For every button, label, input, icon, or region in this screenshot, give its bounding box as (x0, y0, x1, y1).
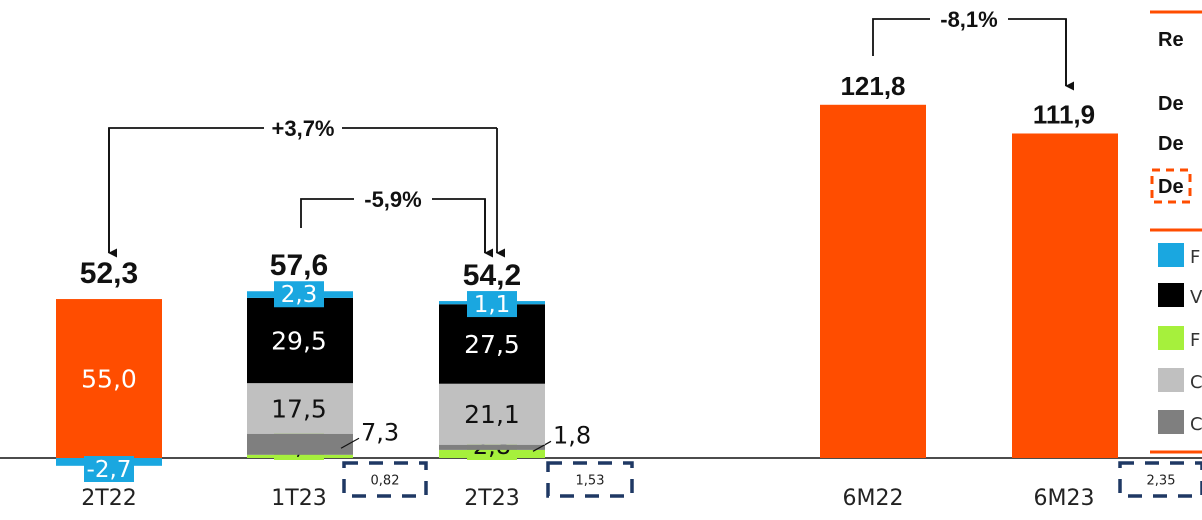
segment-label-1T23-3: 29,5 (271, 327, 327, 356)
legend-swatch-text-0: F (1190, 247, 1200, 268)
bar-segment-2T23-1 (439, 444, 545, 450)
box-1T23-label: 0,82 (371, 474, 400, 489)
total-label-2T23: 54,2 (463, 259, 521, 292)
category-label-2T22: 2T22 (81, 486, 136, 511)
legend-swatch-4 (1158, 410, 1184, 434)
bar-segment-1T23-2 (247, 383, 353, 434)
legend-swatch-2 (1158, 326, 1184, 350)
segment-label-2T23-1: 1,8 (553, 421, 591, 449)
annotation-plus-3-7-label: +3,7% (272, 116, 335, 141)
label-box-blue-2T22 (84, 456, 134, 482)
box-6M23-label: 2,35 (1147, 474, 1176, 489)
bar-segment-2T22-0 (56, 299, 162, 458)
legend-row-1: De (1158, 93, 1184, 115)
segment-label-1T23-4: 2,3 (281, 282, 318, 308)
box-2T23-border (546, 461, 634, 498)
annotation-minus-8-1-label-bg (930, 3, 1008, 33)
total-label-6M23: 111,9 (1033, 99, 1095, 129)
box-2T23-label: 1,53 (576, 474, 605, 489)
bar-segment-2T23-2 (439, 383, 545, 445)
total-label-1T23: 57,6 (270, 249, 328, 282)
category-label-1T23: 1T23 (271, 486, 326, 511)
annotation-minus-5-9-label: -5,9% (364, 187, 421, 212)
segment-label-1T23-1: 7,3 (361, 418, 399, 446)
segment-label-2T23-3: 27,5 (464, 330, 520, 359)
total-label-6M22: 121,8 (840, 71, 905, 101)
legend-swatch-3 (1158, 368, 1184, 392)
category-label-6M22: 6M22 (843, 486, 904, 511)
segment-label-1T23-2: 17,5 (271, 394, 327, 423)
category-label-6M23: 6M23 (1034, 486, 1095, 511)
segment-label-2T23-4: 1,1 (474, 292, 511, 318)
legend-swatch-text-4: C (1190, 414, 1202, 435)
total-label-2T22: 52,3 (80, 257, 138, 290)
legend-row-0: Re (1158, 29, 1184, 51)
segment-label-2T22-1: -2,7 (87, 457, 132, 483)
legend-row-3: De (1158, 176, 1184, 198)
legend-swatch-1 (1158, 283, 1184, 307)
box-1T23-border (342, 461, 428, 498)
box-6M23-border (1118, 461, 1202, 498)
bar-segment-2T23-3 (439, 304, 545, 384)
annotation-plus-3-7-label-bg (264, 112, 342, 142)
bar-6M23 (1012, 133, 1118, 459)
segment-label-2T22-0: 55,0 (81, 365, 137, 394)
annotation-minus-8-1-label: -8,1% (940, 7, 997, 32)
leader-line-2T23 (532, 440, 552, 452)
annotation-plus-3-7-line (108, 127, 497, 253)
label-box-blue-2T23 (467, 291, 517, 318)
legend-swatch-text-3: C (1190, 372, 1202, 393)
segment-label-2T23-2: 21,1 (464, 400, 520, 429)
annotation-minus-5-9-label-bg (354, 183, 432, 213)
legend-swatch-text-1: V (1190, 287, 1202, 308)
bar-segment-1T23-1 (247, 433, 353, 455)
label-box-blue-1T23 (274, 281, 324, 308)
legend-swatch-text-2: F (1190, 330, 1200, 351)
category-label-2T23: 2T23 (464, 486, 519, 511)
legend-row-2: De (1158, 133, 1184, 155)
legend-dashed-highlight (1150, 168, 1192, 204)
bar-6M22 (820, 104, 926, 458)
legend-swatch-0 (1158, 243, 1184, 267)
bar-segment-1T23-3 (247, 297, 353, 384)
leader-line-1T23 (340, 437, 360, 449)
